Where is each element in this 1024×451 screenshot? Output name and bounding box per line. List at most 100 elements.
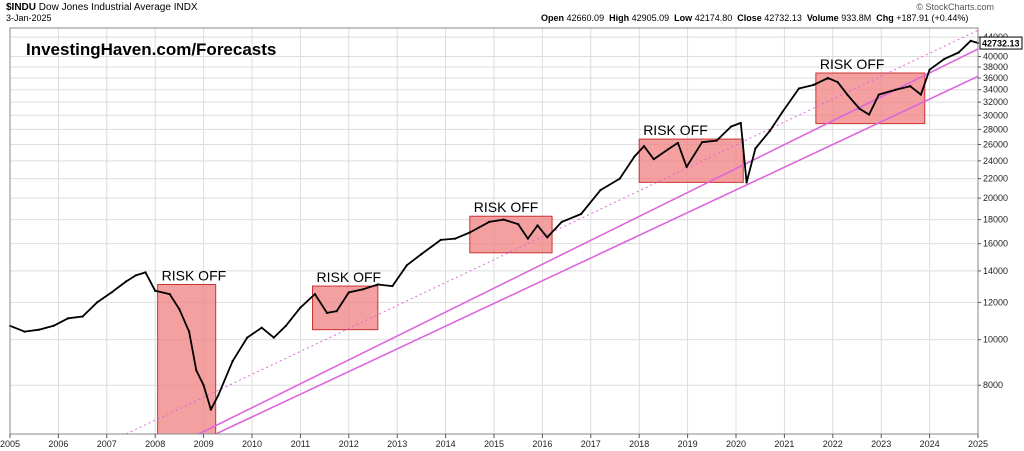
price-point: [23, 330, 26, 333]
risk-off-label: RISK OFF: [643, 122, 708, 138]
price-point: [536, 224, 539, 227]
symbol: $INDU: [6, 2, 37, 13]
price-point: [633, 155, 636, 158]
price-point: [768, 129, 771, 132]
volume-label: Volume: [806, 13, 839, 23]
price-point: [715, 139, 718, 142]
high-value: 42905.09: [631, 13, 670, 23]
y-tick-label: 16000: [983, 239, 1008, 249]
ohlc-readout: Open 42660.09 High 42905.09 Low 42174.80…: [541, 13, 968, 23]
exchange: INDX: [173, 2, 198, 13]
price-point: [246, 336, 249, 339]
price-point: [272, 336, 275, 339]
price-point: [745, 181, 748, 184]
price-point: [739, 121, 742, 125]
chart-date: 3-Jan-2025: [6, 13, 52, 23]
trendline: [198, 48, 978, 434]
x-tick-label: 2013: [387, 439, 407, 449]
price-point: [652, 158, 655, 161]
y-tick-label: 30000: [983, 110, 1008, 120]
y-tick-label: 26000: [983, 140, 1008, 150]
risk-off-box: [312, 285, 379, 331]
price-point: [454, 237, 457, 240]
price-point: [676, 141, 680, 145]
x-tick-label: 2025: [968, 439, 988, 449]
risk-off-label: RISK OFF: [317, 269, 382, 285]
risk-off-label: RISK OFF: [474, 199, 539, 215]
price-point: [37, 328, 41, 331]
price-point: [420, 253, 423, 256]
price-point: [812, 83, 815, 87]
price-point: [502, 218, 505, 221]
close-label: Close: [737, 13, 762, 23]
price-point: [125, 280, 128, 283]
x-tick-label: 2010: [242, 439, 262, 449]
x-tick-label: 2008: [145, 439, 165, 449]
price-point: [826, 76, 830, 80]
price-point: [154, 289, 157, 292]
x-tick-label: 2020: [726, 439, 746, 449]
x-tick-label: 2023: [871, 439, 891, 449]
price-point: [618, 177, 621, 180]
price-point: [599, 188, 602, 192]
price-point: [195, 369, 198, 372]
price-point: [347, 291, 350, 294]
price-point: [144, 271, 147, 274]
y-tick-label: 10000: [983, 335, 1008, 345]
open-value: 42660.09: [566, 13, 605, 23]
price-point: [685, 165, 688, 169]
x-tick-label: 2021: [774, 439, 794, 449]
y-tick-label: 36000: [983, 73, 1008, 83]
low-value: 42174.80: [694, 13, 733, 23]
price-point: [969, 39, 972, 42]
price-point: [178, 308, 181, 311]
price-point: [858, 107, 861, 110]
price-point: [894, 88, 897, 91]
y-tick-label: 28000: [983, 124, 1008, 134]
x-tick-label: 2009: [194, 439, 214, 449]
y-tick-label: 38000: [983, 62, 1008, 72]
price-point: [868, 113, 871, 116]
price-point: [362, 288, 365, 291]
x-tick-label: 2005: [0, 439, 20, 449]
x-tick-label: 2018: [629, 439, 649, 449]
price-point: [168, 292, 171, 296]
price-point: [642, 144, 646, 148]
y-tick-label: 14000: [983, 266, 1008, 276]
x-tick-label: 2017: [581, 439, 601, 449]
volume-value: 933.8M: [841, 13, 872, 23]
stockcharts-credit: © StockCharts.com: [916, 2, 994, 12]
price-point: [836, 80, 839, 84]
y-tick-label: 20000: [983, 193, 1008, 203]
price-point: [546, 236, 549, 239]
x-tick-label: 2012: [339, 439, 359, 449]
chg-value: +187.91 (+0.44%): [896, 13, 969, 23]
risk-off-label: RISK OFF: [162, 268, 227, 284]
x-tick-label: 2024: [920, 439, 940, 449]
price-point: [701, 141, 704, 144]
price-point: [325, 311, 329, 314]
price-point: [580, 212, 583, 216]
y-tick-label: 18000: [983, 215, 1008, 225]
price-point: [284, 324, 287, 327]
price-point: [209, 408, 212, 411]
price-point: [526, 237, 529, 240]
price-point: [52, 324, 55, 327]
x-tick-label: 2011: [291, 439, 310, 449]
price-point: [488, 220, 491, 223]
price-point: [730, 125, 733, 128]
price-point: [797, 87, 801, 90]
y-tick-label: 32000: [983, 97, 1008, 107]
index-name: Dow Jones Industrial Average: [38, 2, 171, 13]
price-point: [877, 93, 880, 96]
price-point: [780, 111, 784, 114]
y-tick-label: 8000: [983, 380, 1003, 390]
risk-off-label: RISK OFF: [820, 56, 885, 72]
x-tick-label: 2019: [678, 439, 698, 449]
price-point: [335, 310, 338, 313]
y-tick-label: 22000: [983, 174, 1008, 184]
price-point: [517, 223, 520, 226]
y-tick-label: 40000: [983, 52, 1008, 62]
close-value: 42732.13: [764, 13, 802, 23]
